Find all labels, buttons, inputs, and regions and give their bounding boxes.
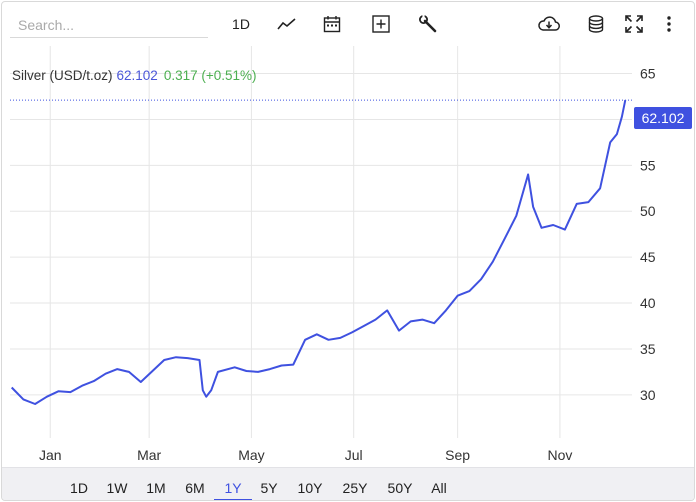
legend-change: 0.317 (+0.51%) [163,68,257,83]
add-indicator-icon[interactable] [370,10,392,38]
range-1m-button[interactable]: 1M [146,480,166,496]
range-all-button[interactable]: All [431,480,447,496]
fullscreen-icon[interactable] [623,10,645,38]
y-tick-label: 30 [640,387,656,403]
x-tick-label: Jan [39,447,62,463]
range-1w-button[interactable]: 1W [106,480,128,496]
range-10y-button[interactable]: 10Y [297,480,323,496]
range-5y-button[interactable]: 5Y [260,480,278,496]
y-tick-label: 65 [640,66,656,82]
range-50y-button[interactable]: 50Y [387,480,413,496]
y-tick-label: 50 [640,203,656,219]
period-selector-button[interactable]: 1D [232,16,250,32]
y-tick-label: 35 [640,341,656,357]
y-tick-label: 45 [640,249,656,265]
range-selector: 1D 1W 1M 6M 1Y 5Y 10Y 25Y 50Y All [2,467,694,500]
x-tick-label: Sep [445,447,470,463]
last-price-tag: 62.102 [634,107,692,129]
legend-instrument-name: Silver (USD/t.oz) [12,68,113,83]
x-tick-label: May [238,447,264,463]
y-tick-label: 40 [640,295,656,311]
chart-legend: Silver (USD/t.oz) 62.102 0.317 (+0.51%) [12,68,257,83]
range-25y-button[interactable]: 25Y [342,480,368,496]
calendar-icon[interactable] [321,10,343,38]
database-icon[interactable] [586,10,606,38]
range-1d-button[interactable]: 1D [70,480,88,496]
range-6m-button[interactable]: 6M [185,480,205,496]
x-tick-label: Nov [547,447,572,463]
search-input[interactable] [10,12,208,38]
line-chart-icon[interactable] [274,10,300,38]
y-tick-label: 55 [640,157,656,173]
series-line [10,99,627,405]
wrench-icon[interactable] [417,10,439,38]
range-1y-button[interactable]: 1Y [224,480,242,496]
toolbar: 1D [2,2,694,46]
active-range-indicator [214,499,252,500]
x-tick-label: Jul [345,447,363,463]
more-vertical-icon[interactable] [662,10,676,38]
x-tick-label: Mar [137,447,161,463]
cloud-download-icon[interactable] [536,10,562,38]
legend-price: 62.102 [116,68,158,83]
